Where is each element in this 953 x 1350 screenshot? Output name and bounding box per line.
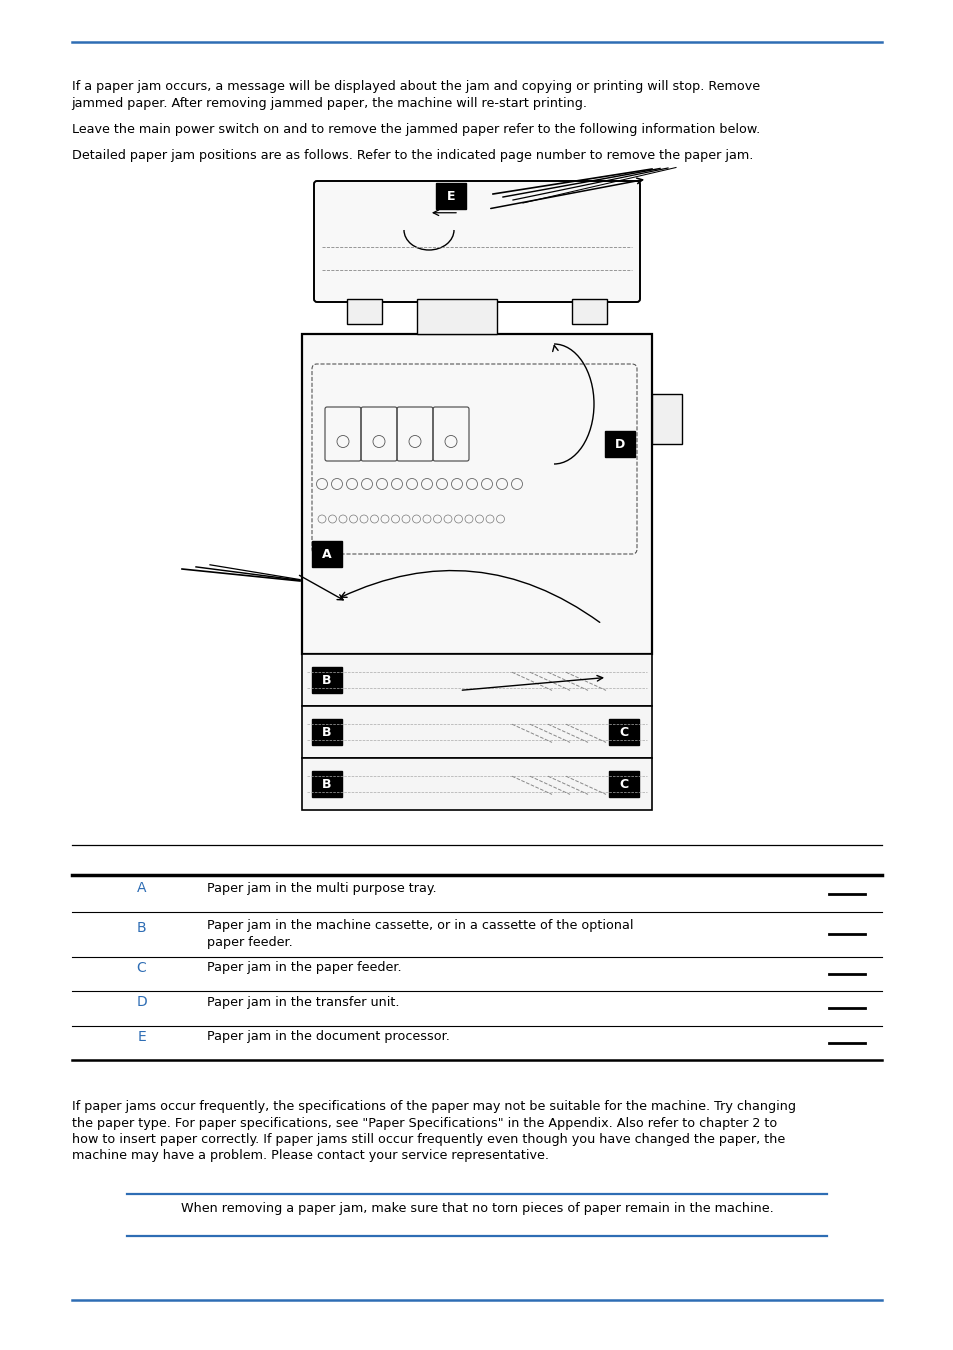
Text: A: A bbox=[136, 882, 146, 895]
FancyBboxPatch shape bbox=[314, 181, 639, 302]
Text: B: B bbox=[322, 674, 332, 687]
FancyBboxPatch shape bbox=[436, 184, 466, 209]
Text: Paper jam in the paper feeder.: Paper jam in the paper feeder. bbox=[207, 961, 401, 975]
Text: C: C bbox=[618, 725, 628, 738]
FancyBboxPatch shape bbox=[608, 771, 639, 796]
Text: D: D bbox=[136, 995, 147, 1010]
Text: B: B bbox=[136, 921, 146, 936]
Bar bbox=[572, 298, 606, 324]
FancyBboxPatch shape bbox=[312, 541, 341, 567]
Text: machine may have a problem. Please contact your service representative.: machine may have a problem. Please conta… bbox=[71, 1149, 548, 1162]
Bar bbox=[302, 757, 651, 810]
Text: Leave the main power switch on and to remove the jammed paper refer to the follo: Leave the main power switch on and to re… bbox=[71, 123, 759, 136]
FancyBboxPatch shape bbox=[312, 720, 341, 745]
Text: jammed paper. After removing jammed paper, the machine will re-start printing.: jammed paper. After removing jammed pape… bbox=[71, 96, 587, 109]
Text: C: C bbox=[618, 778, 628, 791]
FancyBboxPatch shape bbox=[604, 431, 635, 458]
Text: the paper type. For paper specifications, see "Paper Specifications" in the Appe: the paper type. For paper specifications… bbox=[71, 1116, 776, 1130]
FancyBboxPatch shape bbox=[608, 720, 639, 745]
Bar bbox=[302, 653, 651, 706]
FancyBboxPatch shape bbox=[312, 771, 341, 796]
Text: If a paper jam occurs, a message will be displayed about the jam and copying or : If a paper jam occurs, a message will be… bbox=[71, 80, 759, 93]
Text: C: C bbox=[136, 961, 146, 975]
Text: D: D bbox=[615, 437, 624, 451]
Text: E: E bbox=[447, 189, 456, 202]
Text: When removing a paper jam, make sure that no torn pieces of paper remain in the : When removing a paper jam, make sure tha… bbox=[180, 1203, 773, 1215]
FancyBboxPatch shape bbox=[302, 333, 651, 653]
Text: B: B bbox=[322, 725, 332, 738]
Bar bbox=[302, 706, 651, 757]
Text: paper feeder.: paper feeder. bbox=[207, 936, 292, 949]
Text: Detailed paper jam positions are as follows. Refer to the indicated page number : Detailed paper jam positions are as foll… bbox=[71, 150, 752, 162]
FancyBboxPatch shape bbox=[312, 667, 341, 693]
Text: Paper jam in the document processor.: Paper jam in the document processor. bbox=[207, 1030, 449, 1044]
Text: A: A bbox=[322, 548, 332, 560]
Text: If paper jams occur frequently, the specifications of the paper may not be suita: If paper jams occur frequently, the spec… bbox=[71, 1100, 795, 1112]
Text: B: B bbox=[322, 778, 332, 791]
Text: E: E bbox=[137, 1030, 146, 1044]
Text: Paper jam in the transfer unit.: Paper jam in the transfer unit. bbox=[207, 996, 398, 1008]
Bar bbox=[347, 298, 381, 324]
Text: Paper jam in the machine cassette, or in a cassette of the optional: Paper jam in the machine cassette, or in… bbox=[207, 919, 633, 933]
Text: Paper jam in the multi purpose tray.: Paper jam in the multi purpose tray. bbox=[207, 882, 436, 895]
FancyBboxPatch shape bbox=[651, 394, 681, 444]
Text: how to insert paper correctly. If paper jams still occur frequently even though : how to insert paper correctly. If paper … bbox=[71, 1133, 784, 1146]
FancyBboxPatch shape bbox=[416, 298, 497, 333]
